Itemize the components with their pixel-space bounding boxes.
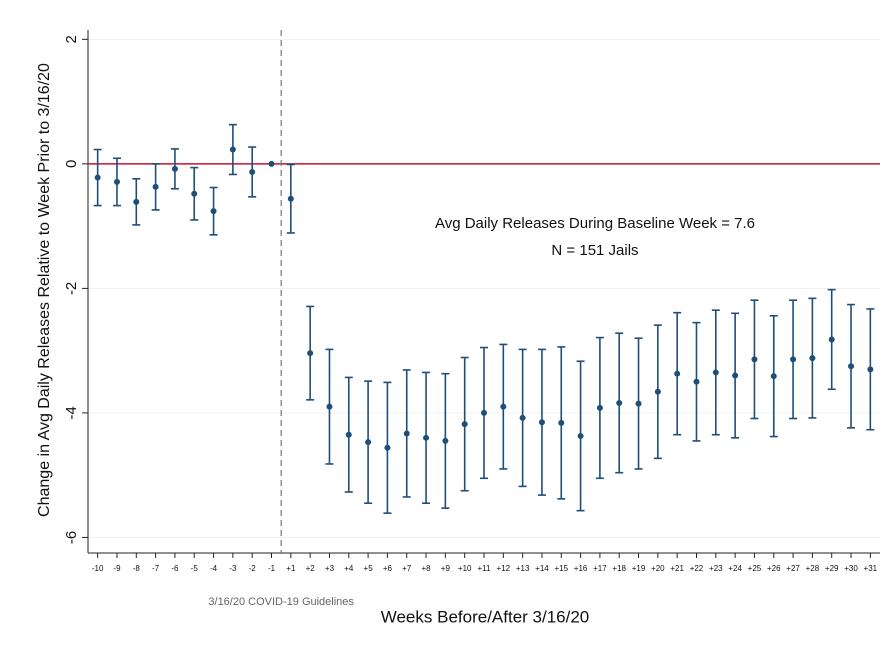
x-tick-label: -10 — [92, 564, 104, 573]
point — [828, 336, 835, 343]
x-tick-label: +22 — [690, 564, 704, 573]
point — [171, 165, 178, 172]
point — [461, 421, 468, 428]
x-tick-label: +4 — [344, 564, 354, 573]
point — [307, 350, 314, 357]
x-tick-label: +21 — [670, 564, 684, 573]
x-tick-label: -9 — [113, 564, 121, 573]
x-tick-label: -7 — [152, 564, 160, 573]
point — [481, 409, 487, 416]
x-tick-label: +23 — [709, 564, 723, 573]
x-tick-label: +8 — [421, 564, 431, 573]
x-tick-label: +28 — [806, 564, 820, 573]
point — [751, 356, 758, 363]
y-tick-label: 0 — [63, 160, 80, 168]
x-tick-label: +24 — [728, 564, 742, 573]
point — [191, 190, 198, 197]
x-tick-label: -5 — [191, 564, 199, 573]
point — [770, 373, 777, 380]
x-tick-label: +26 — [767, 564, 781, 573]
point — [635, 400, 642, 407]
x-tick-label: +9 — [441, 564, 451, 573]
point — [848, 363, 855, 370]
x-tick-label: +30 — [844, 564, 858, 573]
x-tick-label: +14 — [535, 564, 549, 573]
point — [732, 372, 739, 379]
point — [616, 399, 623, 406]
point — [558, 419, 565, 426]
x-tick-label: +13 — [516, 564, 530, 573]
point — [712, 369, 719, 376]
point — [809, 355, 816, 362]
x-tick-label: +19 — [632, 564, 646, 573]
point — [268, 160, 275, 167]
x-tick-label: +2 — [306, 564, 316, 573]
point — [519, 414, 526, 421]
x-tick-label: +15 — [554, 564, 568, 573]
point — [249, 168, 256, 175]
annotation: Avg Daily Releases During Baseline Week … — [435, 215, 755, 232]
point — [326, 403, 333, 410]
x-tick-label: +11 — [478, 564, 492, 573]
point — [654, 388, 661, 395]
point — [674, 370, 681, 377]
x-tick-label: +27 — [786, 564, 800, 573]
point — [867, 366, 874, 373]
x-tick-label: +10 — [458, 564, 472, 573]
x-tick-label: +6 — [383, 564, 393, 573]
x-axis-title: Weeks Before/After 3/16/20 — [381, 607, 590, 626]
point — [210, 208, 217, 215]
x-tick-label: +7 — [402, 564, 412, 573]
point — [693, 378, 700, 385]
point — [538, 419, 545, 426]
point — [500, 403, 507, 410]
x-tick-label: -2 — [249, 564, 257, 573]
x-tick-label: +3 — [325, 564, 335, 573]
point — [287, 195, 294, 202]
point — [229, 146, 236, 153]
point — [790, 356, 797, 363]
point — [94, 174, 101, 181]
x-tick-label: -6 — [171, 564, 179, 573]
event-label: 3/16/20 COVID-19 Guidelines — [208, 596, 354, 608]
x-tick-label: -3 — [229, 564, 237, 573]
annotation: N = 151 Jails — [551, 242, 638, 259]
x-tick-label: +31 — [864, 564, 878, 573]
y-tick-label: -6 — [63, 531, 80, 544]
x-tick-label: +25 — [748, 564, 762, 573]
x-tick-label: -8 — [133, 564, 141, 573]
y-tick-label: 2 — [63, 35, 80, 43]
point — [577, 432, 584, 439]
point — [365, 439, 372, 446]
point — [403, 430, 410, 437]
point — [423, 434, 430, 441]
x-tick-label: +18 — [612, 564, 626, 573]
x-tick-label: -4 — [210, 564, 218, 573]
x-tick-label: +17 — [593, 564, 607, 573]
x-tick-label: +29 — [825, 564, 839, 573]
point — [152, 183, 159, 190]
point — [345, 431, 352, 438]
point — [442, 437, 449, 444]
x-tick-label: +16 — [574, 564, 588, 573]
y-axis-title: Change in Avg Daily Releases Relative to… — [36, 63, 53, 517]
x-tick-label: +1 — [286, 564, 296, 573]
x-tick-label: +5 — [364, 564, 374, 573]
y-tick-label: -4 — [63, 406, 80, 419]
point — [113, 178, 120, 185]
y-tick-label: -2 — [63, 282, 80, 295]
point — [384, 444, 391, 451]
x-tick-label: -1 — [268, 564, 276, 573]
point — [596, 404, 603, 411]
point — [133, 198, 140, 205]
x-tick-label: +12 — [497, 564, 511, 573]
x-tick-label: +20 — [651, 564, 665, 573]
